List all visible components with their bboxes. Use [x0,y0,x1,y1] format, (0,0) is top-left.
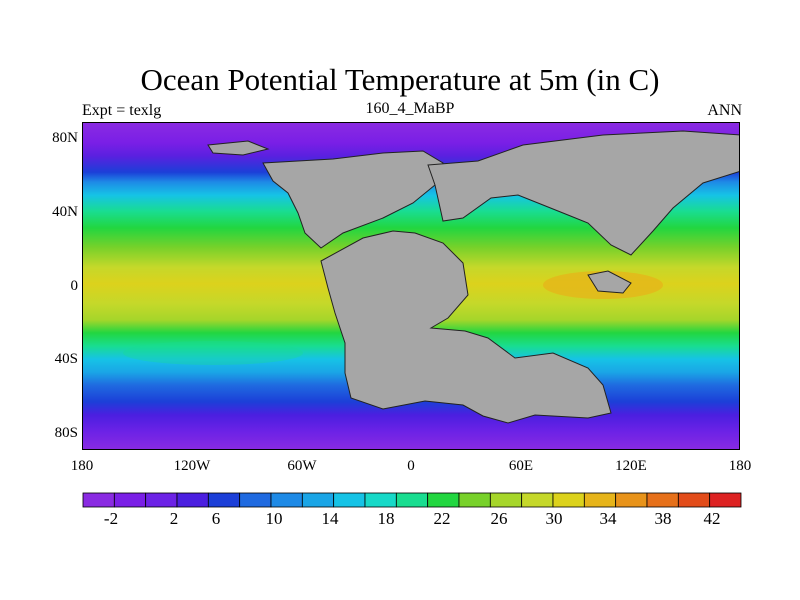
period-label: 160_4_MaBP [365,100,455,117]
colorbar-swatch [207,492,241,508]
lon-label-180e: 180 [728,458,752,474]
colorbar-swatch [395,492,429,508]
lon-label-120w: 120W [173,458,211,474]
colorbar-swatch [677,492,711,508]
lat-label-80n: 80N [52,130,78,146]
land-eurasia [427,130,739,256]
land-north-america [262,150,444,249]
plot-title: Ocean Potential Temperature at 5m (in C) [140,62,660,97]
colorbar-swatch [709,492,742,508]
lon-label-60e: 60E [508,458,534,474]
colorbar-swatch [458,492,491,508]
colorbar-swatch [489,492,523,508]
temperature-map [83,123,739,449]
colorbar [82,492,742,508]
colorbar-swatch [176,492,209,508]
colorbar-label: -2 [103,509,119,528]
colorbar-swatch [270,492,303,508]
land-gondwana [320,230,612,424]
map-panel [82,122,740,450]
lon-label-120e: 120E [615,458,647,474]
colorbar-label: 18 [377,509,395,528]
colorbar-swatch [113,492,147,508]
cool-pacific-tongue [123,341,303,365]
colorbar-swatch [333,492,366,508]
lat-label-40n: 40N [52,204,78,220]
colorbar-label: 34 [599,509,617,528]
colorbar-label: 22 [433,509,451,528]
colorbar-swatch [82,492,115,508]
lon-label-60w: 60W [287,458,317,474]
land-arctic-islands [207,140,270,156]
colorbar-swatch [239,492,272,508]
colorbar-swatch [427,492,460,508]
colorbar-swatch [583,492,617,508]
lat-label-0: 0 [70,278,79,294]
colorbar-swatch [646,492,679,508]
colorbar-label: 2 [169,509,179,528]
lon-label-0: 0 [407,458,415,474]
lat-label-40s: 40S [54,351,78,367]
colorbar-label: 14 [321,509,339,528]
colorbar-label: 38 [654,509,672,528]
colorbar-label: 42 [703,509,721,528]
colorbar-swatch [145,492,178,508]
colorbar-swatch [552,492,585,508]
colorbar-swatch [364,492,397,508]
colorbar-label: 26 [490,509,508,528]
lon-label-180w: 180 [70,458,94,474]
colorbar-swatch [301,492,335,508]
colorbar-swatch [521,492,554,508]
colorbar-label: 30 [545,509,563,528]
colorbar-label: 10 [265,509,283,528]
lat-label-80s: 80S [54,425,78,441]
colorbar-label: 6 [211,509,221,528]
land-southeast-islands [587,270,632,294]
season-label: ANN [707,102,742,119]
colorbar-swatch [615,492,648,508]
experiment-label: Expt = texlg [82,102,162,119]
